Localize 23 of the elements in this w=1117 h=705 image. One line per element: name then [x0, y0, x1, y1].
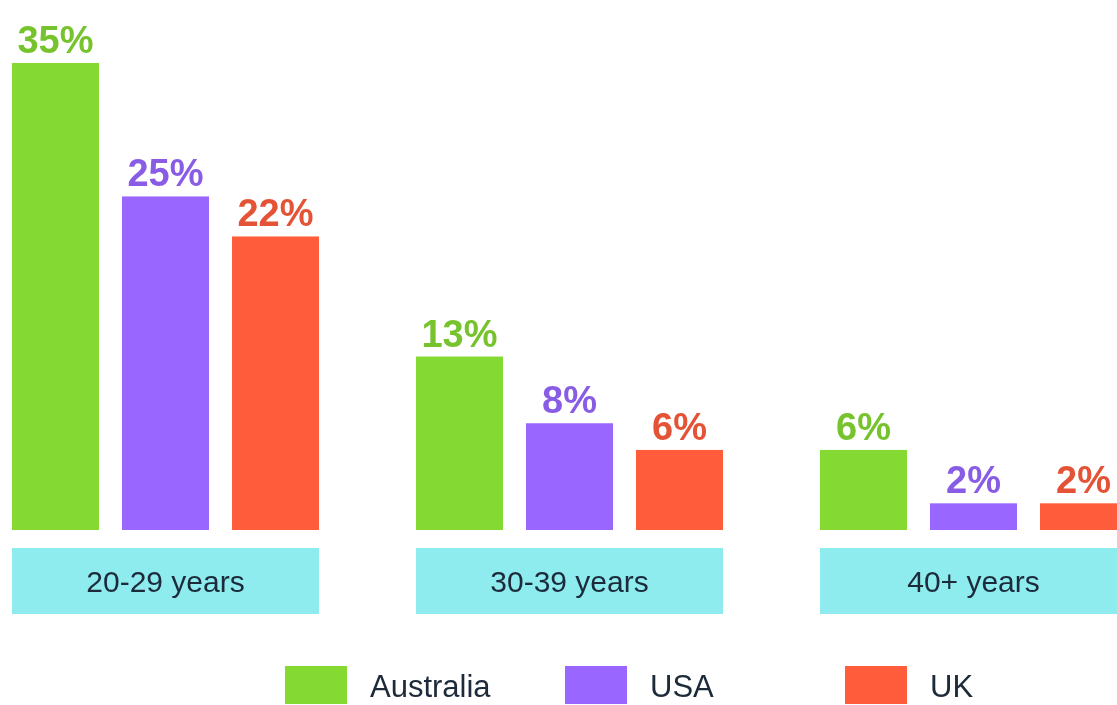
bar [416, 356, 503, 530]
data-label: 22% [237, 192, 314, 235]
data-label: 2% [1056, 459, 1111, 502]
legend-label: Australia [370, 669, 492, 704]
bar [122, 196, 209, 530]
x-tick-label: 20-29 years [86, 565, 245, 598]
data-label: 2% [946, 459, 1001, 502]
bar [12, 63, 99, 530]
bar [930, 503, 1017, 530]
bar [820, 449, 907, 530]
bar [232, 236, 319, 530]
data-label: 8% [542, 379, 597, 422]
data-label: 6% [836, 405, 891, 448]
data-label: 35% [17, 19, 94, 61]
legend-label: USA [650, 669, 715, 704]
x-tick-label: 40+ years [907, 565, 1040, 598]
data-label: 6% [652, 405, 707, 448]
legend-label: UK [930, 669, 974, 704]
data-label: 13% [421, 312, 498, 355]
bar [526, 423, 613, 530]
x-tick-label: 30-39 years [490, 565, 649, 598]
bar [636, 449, 723, 530]
data-label: 25% [127, 152, 204, 195]
